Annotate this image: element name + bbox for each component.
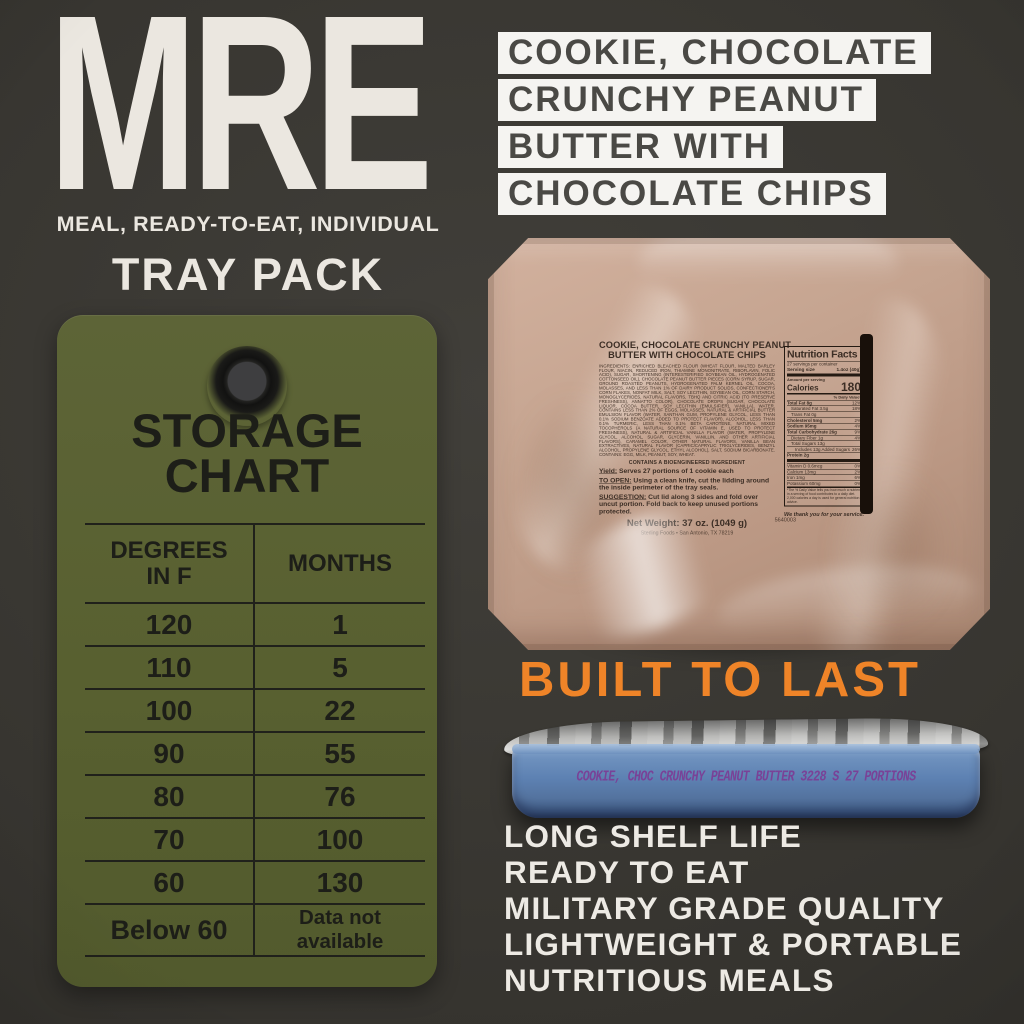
nutrient-row: Includes 13g Added Sugars 26% — [787, 446, 861, 452]
nutrient-row: Total Fat 8g 12% — [787, 399, 861, 406]
brand-title: MRE — [48, 0, 434, 242]
feature-item: MILITARY GRADE QUALITY — [504, 890, 945, 926]
feature-item: READY TO EAT — [504, 854, 750, 890]
lot-code: 5640003 — [774, 516, 796, 523]
nutrition-facts-panel: Nutrition Facts 27 servings per containe… — [784, 346, 939, 517]
table-row: 70 100 — [85, 819, 425, 862]
nutrient-row: Vitamin D 0.6mcg 0% — [787, 462, 861, 469]
nutrient-row: Trans Fat 0g — [787, 411, 861, 418]
tray-photo: COOKIE, CHOC CRUNCHY PEANUT BUTTER 3228 … — [502, 714, 990, 824]
headline-line: CRUNCHY PEANUT — [498, 79, 876, 121]
nutrient-row: Sodium 95mg 4% — [787, 423, 861, 429]
nutrition-title: Nutrition Facts — [787, 349, 861, 362]
tray-rim — [512, 744, 980, 754]
servings-per-container: 27 servings per container — [787, 361, 838, 367]
divider — [787, 458, 861, 462]
table-row: 80 76 — [85, 776, 425, 819]
serving-size-row: Serving size 1.4oz (40g) — [787, 367, 861, 373]
ingredients-text: INGREDIENTS: ENRICHED BLEACHED FLOUR (WH… — [599, 363, 775, 458]
daily-value-header: % Daily Value* — [833, 394, 861, 400]
pack-type-label: TRAY PACK — [111, 249, 385, 300]
grommet-icon — [207, 346, 287, 426]
product-headline: COOKIE, CHOCOLATE CRUNCHY PEANUT BUTTER … — [498, 32, 931, 215]
nutrient-row: Total Carbohydrate 26g 9% — [787, 428, 861, 435]
nutrient-row: Iron 1mg 6% — [787, 474, 861, 481]
package-label: COOKIE, CHOCOLATE CRUNCHY PEANUT BUTTER … — [599, 339, 796, 536]
storage-chart-title-line: STORAGE — [131, 404, 363, 457]
amount-per-serving: Amount per serving — [787, 377, 825, 383]
calories-row: Calories 180 — [787, 380, 861, 395]
nutrient-row: Protein 2g — [787, 452, 861, 458]
headline-line: CHOCOLATE CHIPS — [498, 173, 886, 215]
table-row: 110 5 — [85, 647, 425, 690]
nutrient-row: Saturated Fat 3.5g 18% — [787, 405, 861, 412]
table-row: 60 130 — [85, 862, 425, 905]
table-row: 100 22 — [85, 690, 425, 733]
table-row: 120 1 — [85, 604, 425, 647]
brand-subtitle: MEAL, READY-TO-EAT, INDIVIDUAL — [56, 212, 440, 236]
col-header-months: MONTHS — [288, 549, 392, 577]
feature-list: LONG SHELF LIFE READY TO EAT MILITARY GR… — [504, 818, 962, 998]
table-row: 90 55 — [85, 733, 425, 776]
thanks-message: We thank you for your service. — [784, 511, 864, 518]
open-instructions: TO OPEN: Using a clean knife, cut the li… — [599, 476, 770, 492]
built-to-last-slogan: BUILT TO LAST — [519, 653, 921, 707]
nutrition-footnote: *The % Daily Value tells you how much a … — [787, 486, 861, 504]
headline-line: COOKIE, CHOCOLATE — [498, 32, 931, 74]
headline-line: BUTTER WITH — [498, 126, 784, 168]
suggestion-note: SUGGESTION: Cut lid along 3 sides and fo… — [599, 492, 759, 515]
storage-chart-tag: STORAGE CHART DEGREES IN F MONTHS 120 1 11… — [57, 315, 437, 987]
package-smudge — [812, 438, 972, 650]
col-header-degrees: DEGREES IN F — [85, 525, 255, 602]
brand-block: MRE MEAL, READY-TO-EAT, INDIVIDUAL TRAY … — [48, 0, 448, 301]
nutrient-row: Cholesterol 5mg 2% — [787, 417, 861, 423]
nutrient-row: Dietary Fiber 1g 4% — [787, 434, 861, 441]
table-header-row: DEGREES IN F MONTHS — [85, 525, 425, 604]
tray-pack-photo: COOKIE, CHOCOLATE CRUNCHY PEANUT BUTTER … — [488, 238, 990, 650]
nutrient-row: Potassium 60mg 0% — [787, 480, 861, 486]
feature-item: LONG SHELF LIFE — [504, 818, 802, 854]
storage-table: DEGREES IN F MONTHS 120 1 110 5 100 22 90 55 … — [85, 523, 425, 957]
yield-note: Yield: Serves 27 portions of 1 cookie ea… — [599, 467, 734, 475]
feature-item: NUTRITIOUS MEALS — [504, 962, 835, 998]
divider — [787, 373, 861, 377]
bioengineered-note: CONTAINS A BIOENGINEERED INGREDIENT — [628, 459, 746, 466]
storage-chart-title: STORAGE CHART — [57, 404, 437, 502]
nutrient-row: Total Sugars 13g — [787, 440, 861, 447]
storage-chart-title-line: CHART — [164, 448, 330, 502]
tray-body — [512, 746, 980, 818]
tray-stamp-text: COOKIE, CHOC CRUNCHY PEANUT BUTTER 3228 … — [576, 769, 916, 786]
feature-item: LIGHTWEIGHT & PORTABLE — [504, 926, 963, 962]
label-black-strip — [860, 334, 873, 514]
foil-sheen — [638, 238, 898, 308]
nutrient-row: Calcium 13mg 2% — [787, 468, 861, 475]
label-title: COOKIE, CHOCOLATE CRUNCHY PEANUT BUTTER … — [599, 339, 791, 361]
table-row: Below 60 Data not available — [85, 905, 425, 957]
